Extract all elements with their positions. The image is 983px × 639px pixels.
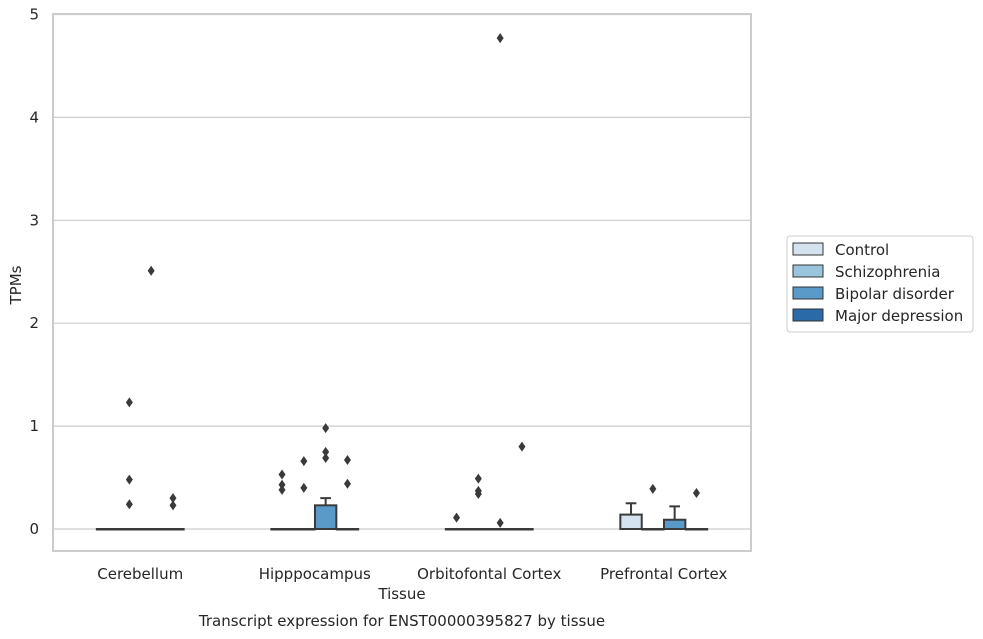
chart-title: Transcript expression for ENST0000039582… [198, 612, 605, 630]
box-bipolar-disorder [139, 265, 163, 531]
outlier-point [125, 397, 133, 408]
box-control [444, 512, 469, 531]
box-control [619, 502, 643, 530]
box-major-depression [161, 493, 185, 531]
outlier-point [453, 512, 461, 523]
box-body [619, 513, 643, 530]
box-schizophrenia [292, 456, 316, 531]
box-body [662, 518, 687, 531]
legend-swatch [792, 264, 824, 278]
y-tick-label: 2 [29, 314, 39, 332]
outlier-point [343, 455, 351, 466]
y-tick-label: 0 [29, 520, 39, 538]
outlier-point [692, 487, 700, 498]
box-major-depression [684, 487, 709, 531]
box-bipolar-disorder [662, 505, 687, 531]
outlier-point [496, 33, 504, 44]
x-axis-label: Tissue [377, 585, 425, 603]
outlier-point [649, 483, 657, 494]
legend-label: Control [835, 241, 889, 259]
y-axis-label: TPMs [7, 265, 25, 305]
y-tick-label: 4 [29, 108, 39, 126]
outlier-point [125, 474, 133, 485]
outlier-point [518, 441, 526, 452]
outlier-point [343, 478, 351, 489]
outlier-point [278, 469, 286, 480]
box-body [313, 504, 338, 531]
outlier-point [474, 473, 482, 484]
box-bipolar-disorder [488, 33, 512, 531]
outlier-point [496, 517, 504, 528]
box-bipolar-disorder [313, 423, 338, 531]
legend-label: Bipolar disorder [835, 285, 955, 303]
box-major-depression [510, 441, 534, 531]
x-tick-label: Orbitofontal Cortex [417, 565, 561, 583]
box-layer [95, 33, 709, 531]
y-tick-labels: 0 1 2 3 4 5 [29, 6, 39, 539]
plot-frame [52, 13, 752, 552]
y-tick-label: 3 [29, 211, 39, 229]
legend-swatch [792, 286, 824, 300]
outlier-point [125, 499, 133, 510]
grid-layer [53, 13, 751, 530]
box-schizophrenia [641, 483, 665, 531]
outlier-point [147, 265, 155, 276]
x-tick-label: Hipppocampus [259, 565, 371, 583]
box-schizophrenia [117, 397, 142, 531]
outlier-point [169, 493, 177, 504]
outlier-point [169, 500, 177, 511]
legend-label: Major depression [835, 307, 963, 325]
x-tick-labels: Cerebellum Hipppocampus Orbitofontal Corte… [97, 565, 727, 583]
legend: Control Schizophrenia Bipolar disorder Majo… [786, 235, 974, 333]
x-tick-label: Prefrontal Cortex [600, 565, 727, 583]
legend-swatch [792, 308, 824, 322]
outlier-point [474, 485, 482, 496]
outlier-point [322, 452, 330, 463]
box-major-depression [335, 455, 360, 531]
outlier-point [322, 446, 330, 457]
legend-label: Schizophrenia [835, 263, 940, 281]
box-schizophrenia [466, 473, 491, 531]
x-tick-label: Cerebellum [97, 565, 183, 583]
legend-swatch [792, 242, 824, 256]
legend-frame [786, 235, 974, 333]
y-tick-label: 1 [29, 417, 39, 435]
outlier-point [300, 482, 308, 493]
outlier-point [322, 423, 330, 434]
box-control [95, 528, 120, 531]
box-control [270, 469, 294, 531]
plot-border [52, 13, 752, 552]
outlier-point [278, 484, 286, 495]
y-tick-label: 5 [29, 6, 39, 24]
outlier-point [300, 456, 308, 467]
outlier-point [278, 479, 286, 490]
